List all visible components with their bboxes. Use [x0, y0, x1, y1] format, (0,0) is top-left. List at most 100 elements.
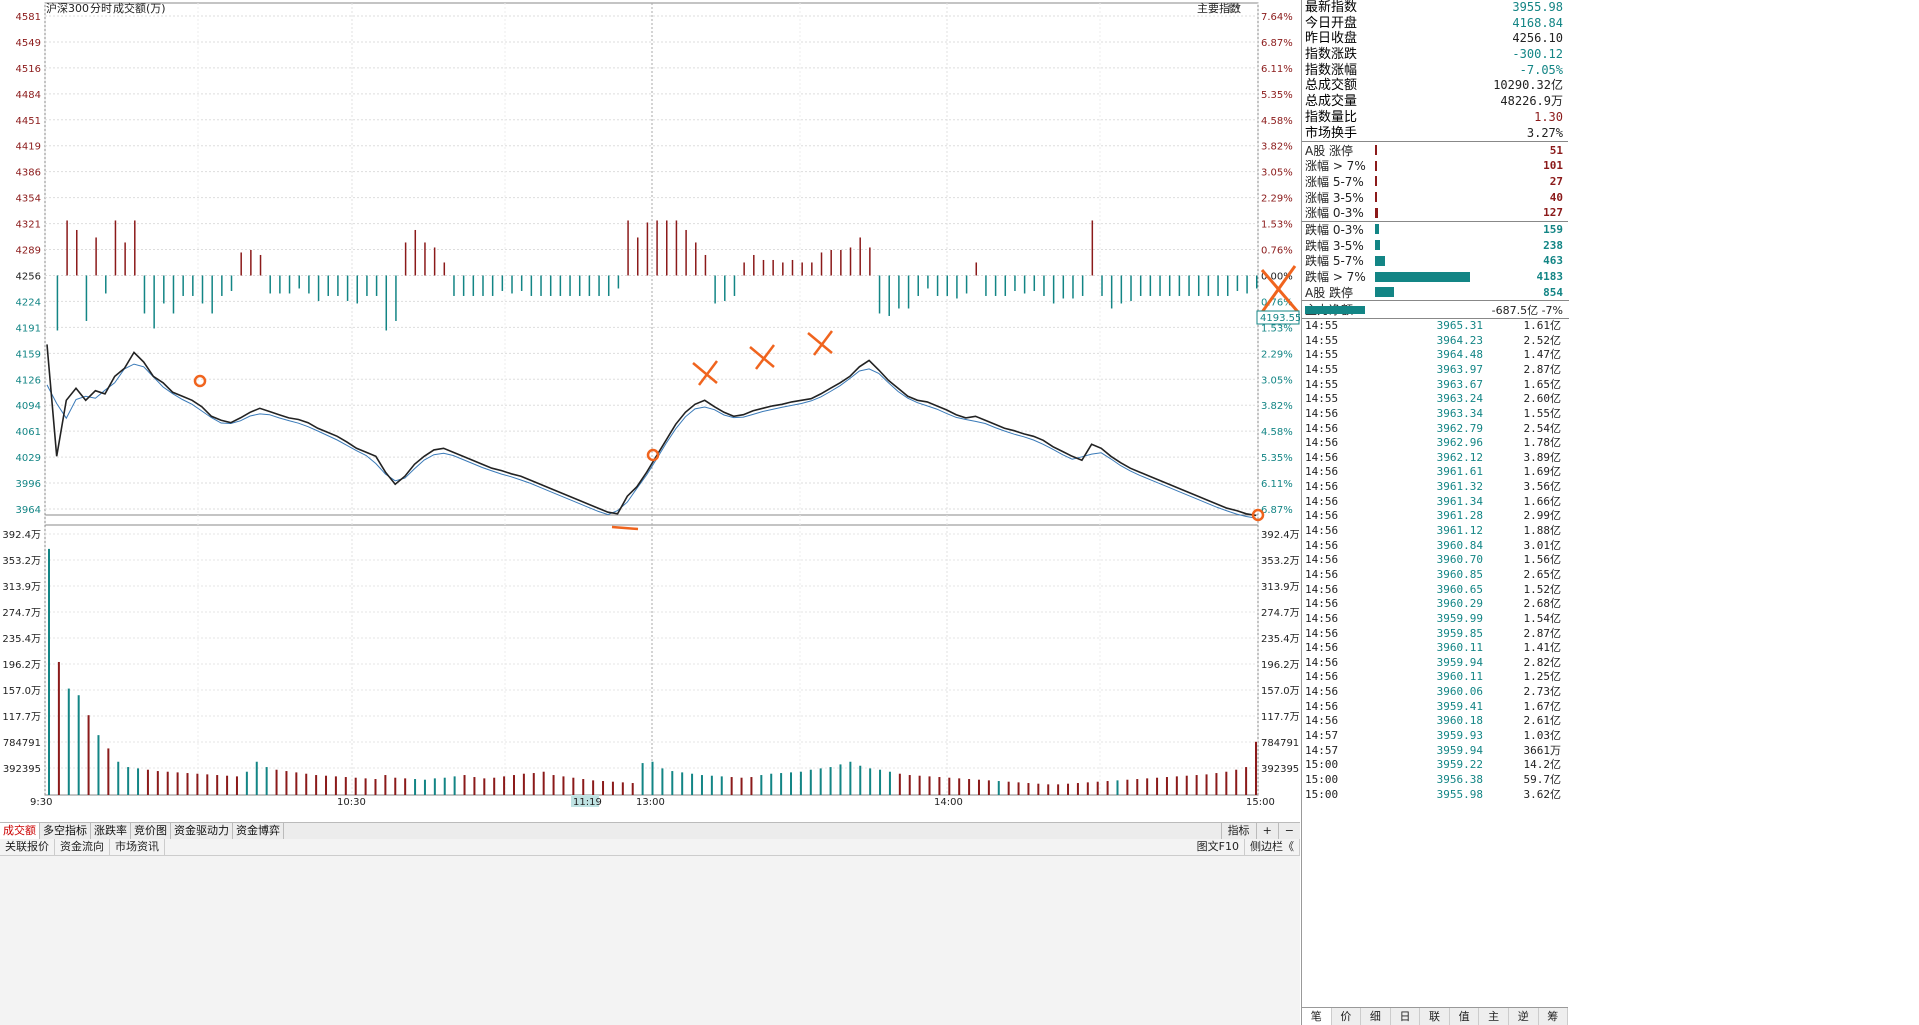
volume-bar	[908, 775, 911, 795]
status-right-link[interactable]: 图文F10	[1192, 839, 1245, 855]
index-price-line	[46, 344, 1257, 517]
volume-bar	[206, 774, 209, 795]
status-link[interactable]: 资金流向	[55, 839, 110, 855]
stat-label: 指数涨跌	[1305, 47, 1358, 63]
status-right-link[interactable]: 侧边栏《	[1245, 839, 1300, 855]
percent-tick-label: 6.87%	[1261, 38, 1293, 49]
flow-bar	[549, 275, 552, 296]
volume-bar	[137, 768, 140, 795]
volume-bar	[700, 775, 703, 795]
side-tab[interactable]: 价	[1332, 1008, 1362, 1025]
volume-tick-label: 392.4万	[2, 530, 41, 541]
dist-label: 涨幅 5-7%	[1305, 174, 1364, 189]
tick-time: 14:56	[1305, 685, 1339, 699]
indicator-tab[interactable]: 资金驱动力	[171, 823, 233, 839]
indicator-tab[interactable]: 资金博弈	[233, 823, 284, 839]
tick-time: 14:57	[1305, 729, 1339, 742]
tick-price: 3961.28	[1436, 509, 1483, 523]
tick-time: 14:56	[1305, 597, 1339, 611]
indicator-tool-button[interactable]: +	[1255, 823, 1278, 839]
indicator-tool-button[interactable]: 指标	[1220, 823, 1256, 839]
flow-bar	[1043, 275, 1045, 296]
side-tab[interactable]: 笔	[1302, 1008, 1332, 1025]
tick-price: 3963.97	[1436, 362, 1483, 376]
indicator-tool-button[interactable]: −	[1277, 823, 1300, 839]
tick-row: 14:56 3959.85 2.87亿	[1302, 627, 1566, 642]
flow-bar	[627, 220, 629, 276]
flow-bar	[1217, 275, 1219, 296]
flow-bar	[656, 220, 658, 276]
volume-bar	[720, 776, 723, 795]
indicator-tab[interactable]: 成交额	[0, 823, 40, 839]
price-tick-label: 4191	[16, 323, 41, 334]
volume-bar	[146, 769, 149, 795]
volume-bar	[928, 776, 931, 795]
side-tab[interactable]: 细	[1361, 1008, 1391, 1025]
tick-price: 3963.34	[1436, 406, 1483, 420]
time-tick-label: 13:00	[636, 797, 665, 808]
tick-amount: 14.2亿	[1523, 758, 1562, 772]
volume-bar	[691, 773, 694, 795]
indicator-tab[interactable]: 竞价图	[131, 823, 171, 839]
tick-price: 3962.12	[1436, 450, 1483, 464]
flow-bar	[56, 275, 59, 331]
side-tab[interactable]: 日	[1391, 1008, 1421, 1025]
tick-time: 14:56	[1305, 582, 1339, 596]
tick-price: 3959.94	[1436, 743, 1483, 757]
flow-bar	[753, 254, 755, 276]
tick-amount: 1.61亿	[1523, 319, 1562, 333]
volume-bar	[384, 775, 387, 795]
stat-label: 最新指数	[1305, 0, 1358, 15]
tick-amount: 1.54亿	[1523, 611, 1562, 625]
volume-bar	[958, 778, 961, 795]
tick-price: 3960.06	[1436, 685, 1483, 699]
status-link[interactable]: 关联报价	[0, 839, 55, 855]
volume-tick-label: 353.2万	[2, 556, 41, 567]
percent-tick-label: 4.58%	[1261, 116, 1293, 127]
tick-row: 14:56 3961.12 1.88亿	[1302, 524, 1566, 539]
tick-amount: 1.65亿	[1523, 377, 1562, 391]
flow-bar	[1149, 275, 1152, 296]
volume-bar	[87, 715, 90, 795]
flow-bar	[994, 275, 997, 296]
volume-bar	[1027, 783, 1030, 795]
tick-amount: 1.88亿	[1523, 524, 1562, 538]
stat-row: 总成交量 48226.9万	[1302, 94, 1569, 110]
tick-amount: 2.52亿	[1523, 333, 1562, 347]
volume-bar	[433, 778, 436, 795]
stat-row: 昨日收盘 4256.10	[1302, 31, 1569, 47]
dist-label: 跌幅 0-3%	[1305, 222, 1364, 237]
volume-bar	[997, 781, 1000, 795]
side-tab[interactable]: 筹	[1539, 1008, 1569, 1025]
status-bar: 关联报价 资金流向 市场资讯 图文F10 侧边栏《	[0, 839, 1300, 1025]
volume-bar	[879, 769, 882, 795]
dist-bar	[1375, 145, 1377, 156]
indicator-tab[interactable]: 涨跌率	[91, 823, 131, 839]
volume-bar	[216, 775, 219, 795]
status-link[interactable]: 市场资讯	[110, 839, 165, 855]
side-tab[interactable]: 主	[1479, 1008, 1509, 1025]
chart-area[interactable]: 4581 4549 4516 4484 4451 4419 4386 4354 4321 4289…	[0, 0, 1300, 822]
indicator-tab[interactable]: 多空指标	[40, 823, 91, 839]
volume-bar	[898, 773, 901, 795]
flow-bar	[269, 275, 271, 294]
side-tab[interactable]: 逆	[1509, 1008, 1539, 1025]
volume-bar	[275, 769, 278, 795]
price-tick-label: 4289	[16, 246, 41, 257]
flow-bar	[1120, 275, 1123, 304]
intraday-chart[interactable]: 4581 4549 4516 4484 4451 4419 4386 4354 4321 4289…	[0, 0, 1300, 822]
flow-bar	[134, 220, 136, 276]
flow-bar	[1081, 275, 1084, 296]
flow-bar	[182, 275, 184, 296]
tick-time: 14:55	[1305, 392, 1339, 406]
stat-label: 总成交额	[1305, 78, 1358, 94]
side-tab[interactable]: 联	[1420, 1008, 1450, 1025]
tick-amount: 2.82亿	[1523, 655, 1562, 669]
mark-x	[807, 332, 833, 354]
tick-time: 14:56	[1305, 714, 1339, 728]
tick-price: 3960.11	[1436, 641, 1483, 655]
volume-bar	[839, 764, 842, 795]
side-tab[interactable]: 值	[1450, 1008, 1480, 1025]
tick-amount: 1.47亿	[1523, 348, 1562, 362]
flow-bar	[869, 247, 871, 276]
